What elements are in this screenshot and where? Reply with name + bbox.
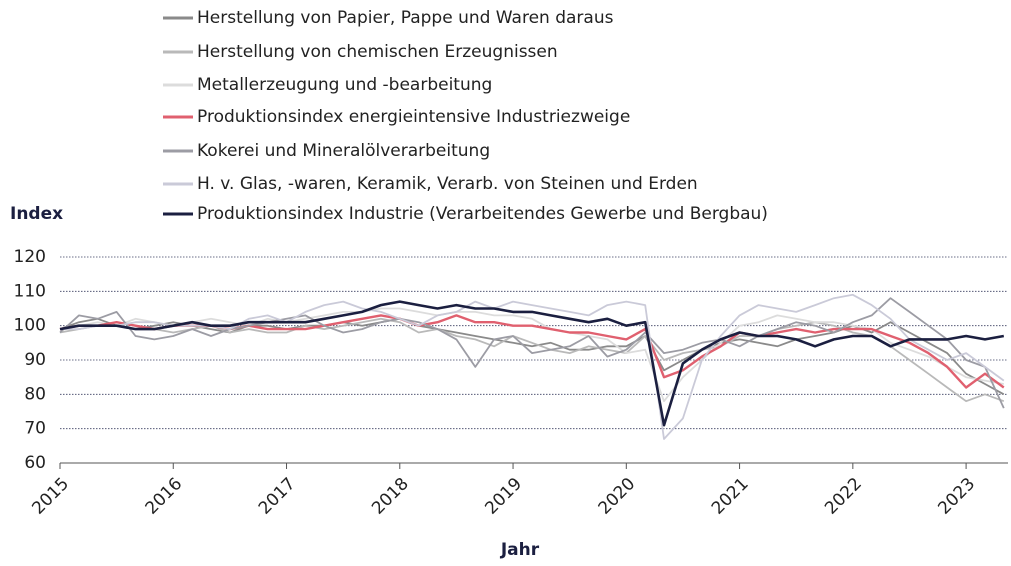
x-tick-label: 2020 [595,474,640,519]
y-axis-label: Index [10,204,63,224]
series-line [59,300,1005,427]
series-line [60,293,1005,440]
x-tick-label: 2018 [368,474,413,519]
legend-label: Metallerzeugung und -bearbeitung [197,75,492,95]
y-tick-label: 60 [24,453,46,473]
x-tick-label: 2016 [142,474,187,519]
legend-label: Herstellung von Papier, Pappe und Waren … [197,8,614,28]
x-tick-label: 2019 [481,474,526,519]
series-line [59,297,1005,409]
x-tick-label: 2015 [28,474,73,519]
series-line [59,307,1004,403]
legend-label: Produktionsindex energieintensive Indust… [197,107,630,127]
x-tick-label: 2023 [934,474,979,519]
y-tick-label: 120 [14,247,46,267]
y-tick-label: 70 [24,419,46,439]
legend-label: H. v. Glas, -waren, Keramik, Verarb. von… [197,174,698,194]
legend-label: Kokerei und Mineralölverarbeitung [197,141,490,161]
y-tick-label: 110 [14,281,46,301]
y-tick-label: 100 [14,316,46,336]
x-tick-label: 2022 [821,474,866,519]
legend-label: Produktionsindex Industrie (Verarbeitend… [197,204,768,224]
y-tick-label: 80 [24,384,46,404]
x-tick-label: 2021 [708,474,753,519]
x-axis-label: Jahr [500,540,540,560]
x-tick-label: 2017 [255,474,300,519]
y-tick-label: 90 [24,350,46,370]
legend-label: Herstellung von chemischen Erzeugnissen [197,42,558,62]
